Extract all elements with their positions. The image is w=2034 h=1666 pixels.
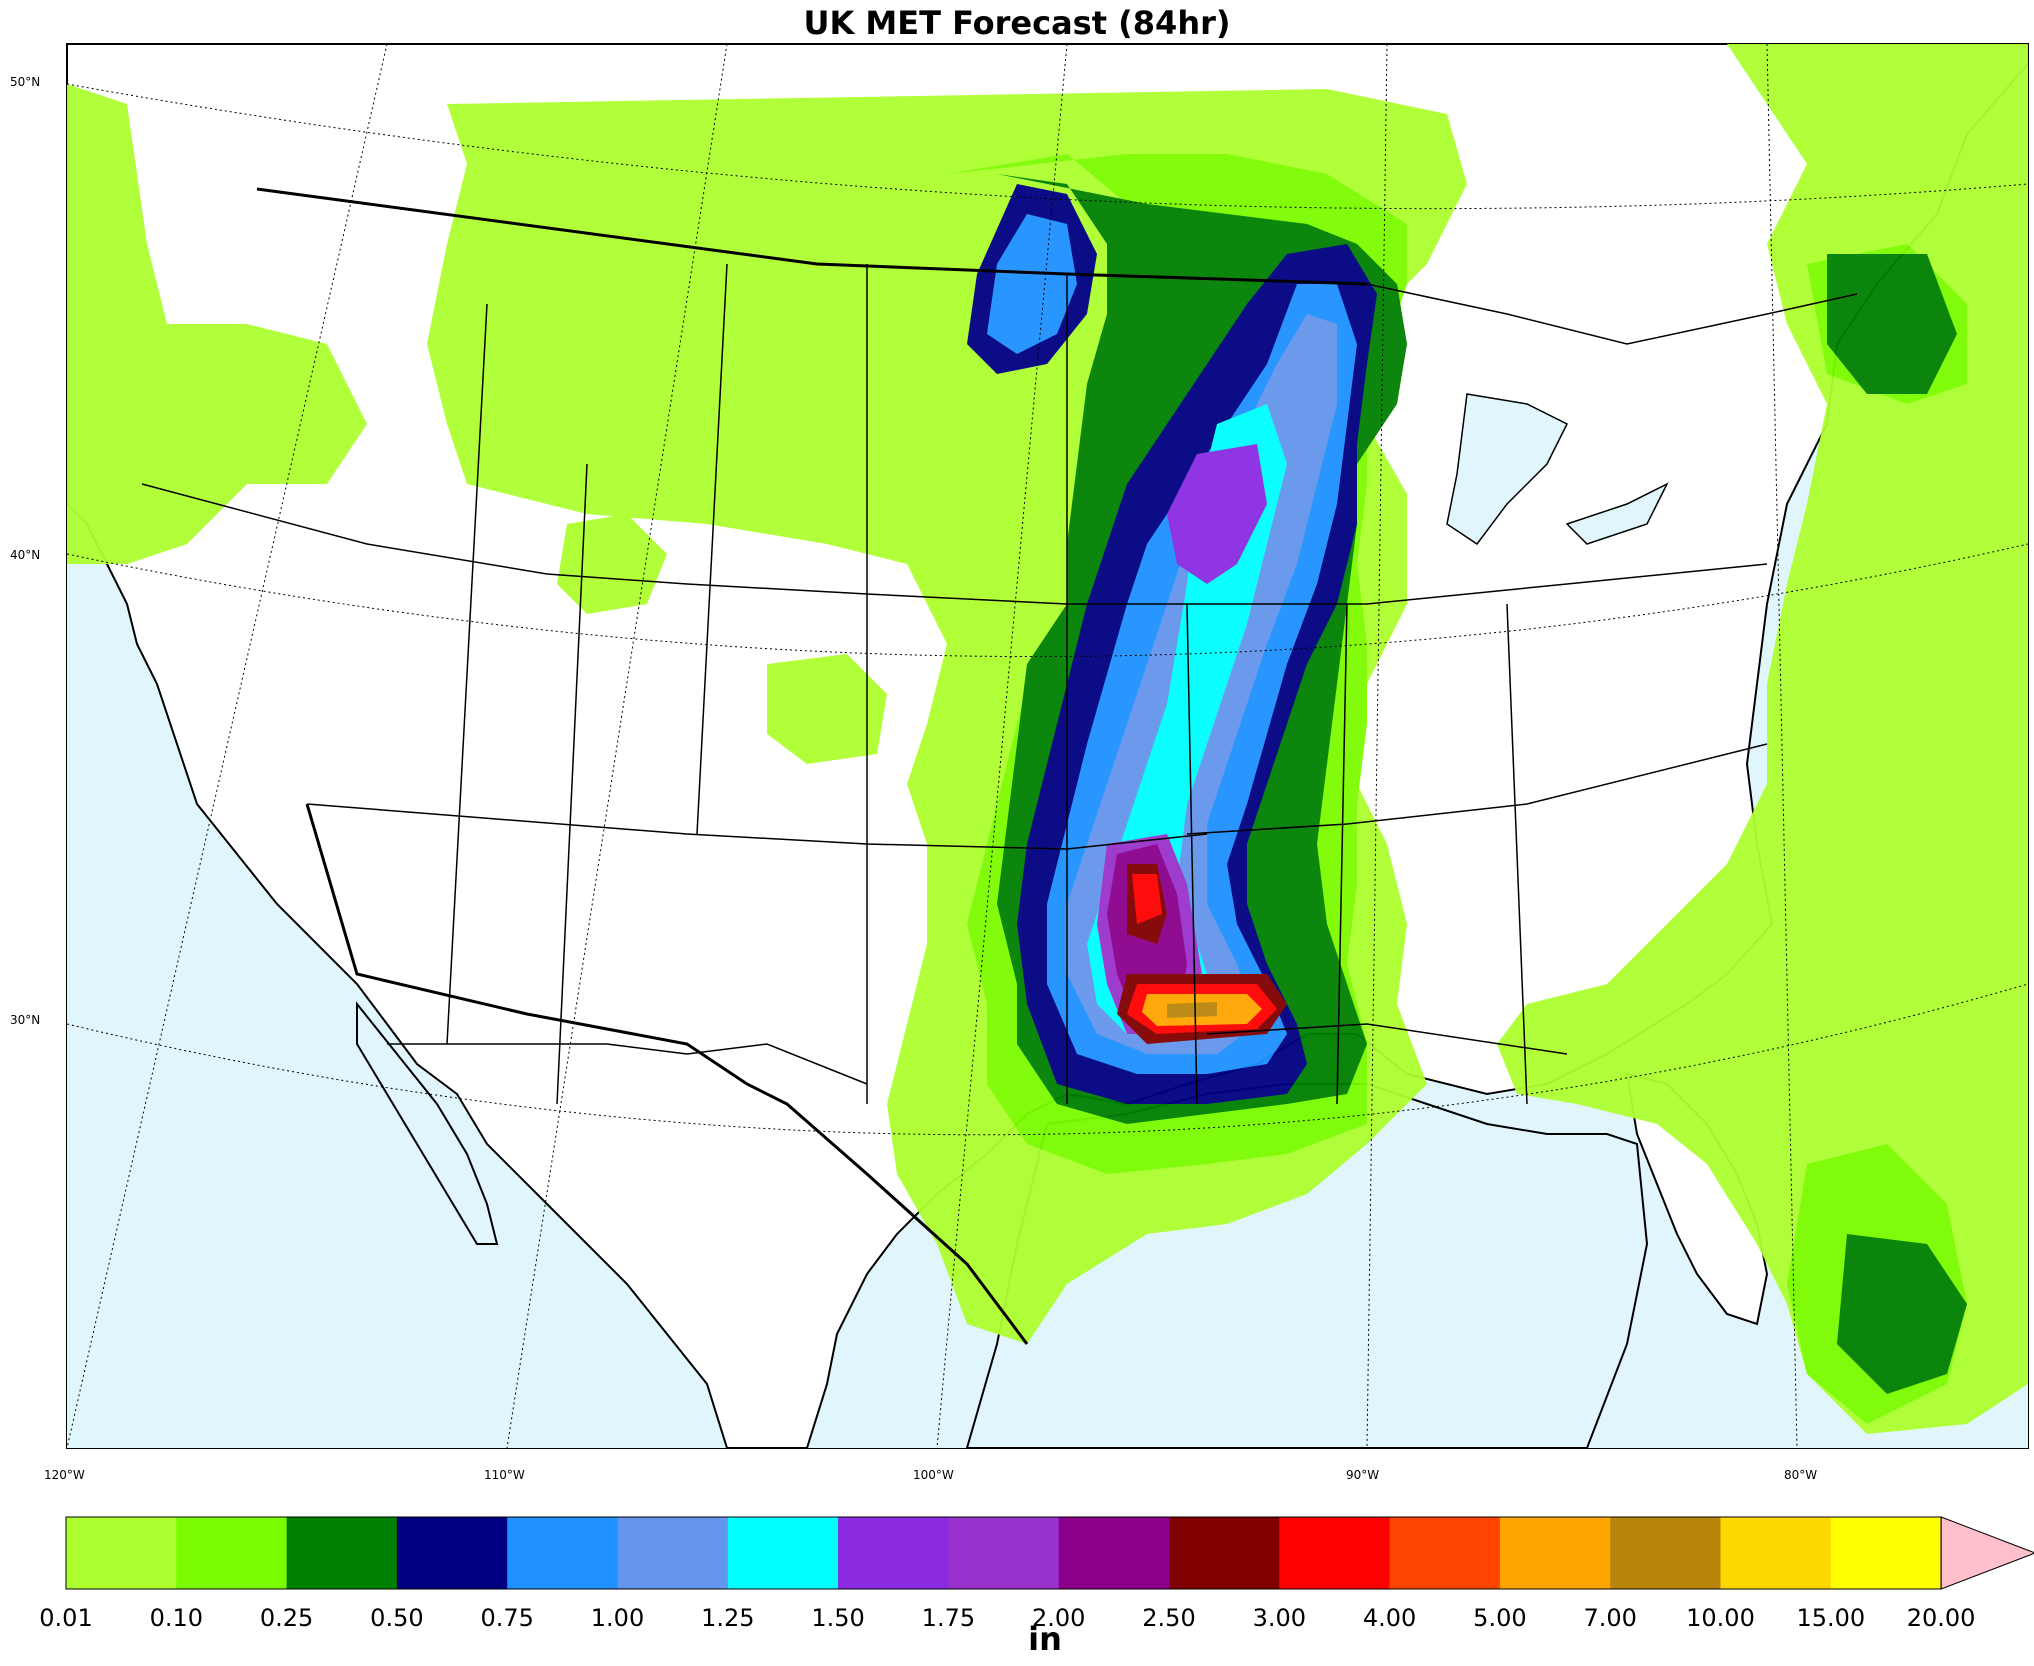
colorbar-segment-11: [1279, 1517, 1391, 1589]
colorbar-tick-label: 0.75: [480, 1604, 534, 1632]
colorbar-tick-label: 0.50: [370, 1604, 424, 1632]
lon-label-90w: 90°W: [1346, 1468, 1380, 1482]
lat-label-40n: 40°N: [10, 548, 41, 562]
colorbar-tick-label: 1.75: [921, 1604, 976, 1632]
colorbar-tick-label: 10.00: [1686, 1604, 1755, 1632]
colorbar-extend-arrow: [1940, 1516, 2034, 1590]
colorbar-tick-label: 20.00: [1906, 1604, 1976, 1632]
colorbar-segment-4: [507, 1517, 618, 1589]
colorbar-segment-14: [1610, 1517, 1721, 1589]
colorbar-segment-8: [948, 1517, 1060, 1589]
colorbar-tick-label: 4.00: [1362, 1604, 1417, 1632]
colorbar-tick-label: 5.00: [1473, 1604, 1527, 1632]
colorbar-tick-label: 2.50: [1142, 1604, 1196, 1632]
map-canvas: [67, 44, 2028, 1448]
colorbar-segment-9: [1058, 1517, 1170, 1589]
graticule: [67, 44, 2028, 1448]
great-lakes: [1446, 393, 1669, 546]
colorbar-tick-label: 1.25: [701, 1604, 755, 1632]
colorbar-tick-label: 3.00: [1252, 1604, 1307, 1632]
lon-label-110w: 110°W: [484, 1468, 525, 1482]
colorbar: [65, 1516, 2034, 1590]
colorbar-tick-label: 2.00: [1031, 1604, 1086, 1632]
colorbar-tick-label: 0.10: [149, 1604, 204, 1632]
baja-peninsula: [356, 1001, 499, 1245]
colorbar-segment-16: [1830, 1517, 1942, 1589]
map-title: UK MET Forecast (84hr): [803, 4, 1231, 42]
colorbar-segment-3: [396, 1517, 508, 1589]
country-borders: [256, 187, 1368, 1345]
colorbar-segment-0: [66, 1517, 177, 1589]
precip-contours: [67, 44, 2028, 1434]
colorbar-tick-label: 0.25: [259, 1604, 314, 1632]
colorbar-segment-1: [176, 1517, 288, 1589]
precipitation-map: [66, 43, 2029, 1449]
colorbar-units: in: [1028, 1620, 1062, 1658]
lon-label-120w: 120°W: [44, 1468, 85, 1482]
colorbar-outline: [65, 1516, 1942, 1590]
lat-label-50n: 50°N: [10, 75, 41, 89]
colorbar-tick-label: 1.00: [590, 1604, 645, 1632]
colorbar-segment-10: [1169, 1517, 1280, 1589]
colorbar-segment-15: [1720, 1517, 1832, 1589]
colorbar-segment-13: [1499, 1517, 1611, 1589]
colorbar-segment-7: [838, 1517, 949, 1589]
colorbar-tick-label: 15.00: [1796, 1604, 1866, 1632]
colorbar-segment-6: [727, 1517, 839, 1589]
colorbar-segment-2: [286, 1517, 398, 1589]
colorbar-tick-label: 7.00: [1583, 1604, 1637, 1632]
lon-label-80w: 80°W: [1784, 1468, 1818, 1482]
colorbar-segment-5: [617, 1517, 729, 1589]
lat-label-30n: 30°N: [10, 1013, 41, 1027]
colorbar-tick-label: 0.01: [39, 1604, 93, 1632]
lon-label-100w: 100°W: [913, 1468, 954, 1482]
colorbar-segment-12: [1389, 1517, 1501, 1589]
colorbar-tick-label: 1.50: [811, 1604, 865, 1632]
